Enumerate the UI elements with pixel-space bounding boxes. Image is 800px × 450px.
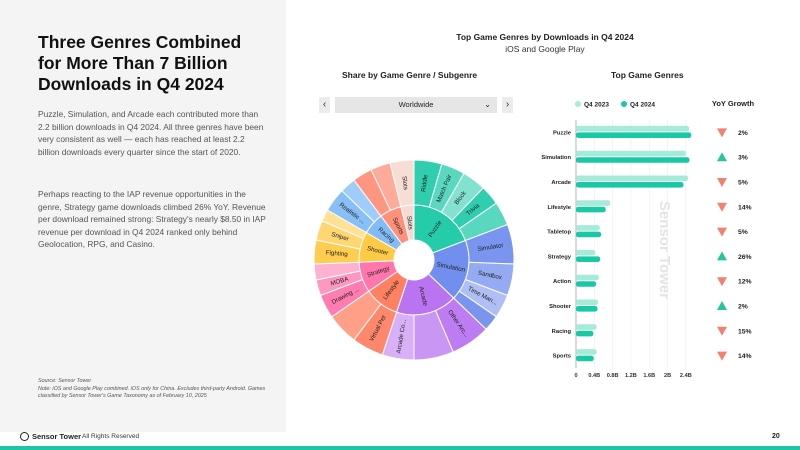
bar-simulation-q4-2024[interactable] bbox=[576, 157, 690, 163]
legend-label: Q4 2024 bbox=[630, 102, 655, 109]
body-paragraph-2: Perhaps reacting to the IAP revenue oppo… bbox=[38, 189, 266, 250]
footer-accent-bar bbox=[0, 446, 800, 450]
yoy-value: 14% bbox=[738, 353, 752, 360]
yoy-value: 12% bbox=[738, 279, 752, 286]
category-label: Arcade bbox=[551, 180, 571, 186]
yoy-value: 2% bbox=[738, 130, 748, 137]
category-label: Puzzle bbox=[553, 130, 572, 136]
triangle-up-icon bbox=[717, 301, 727, 310]
bar-legend: Q4 2023 Q4 2024 bbox=[575, 101, 655, 109]
bar-lifestyle-q4-2024[interactable] bbox=[576, 206, 606, 213]
bar-shooter-q4-2024[interactable] bbox=[576, 306, 598, 312]
category-label: Shooter bbox=[549, 304, 572, 310]
bar-tabletop-q4-2023[interactable] bbox=[576, 225, 600, 231]
category-label: Lifestyle bbox=[547, 205, 571, 211]
footer-brand: Sensor Tower bbox=[32, 432, 82, 441]
yoy-value: 5% bbox=[738, 229, 748, 236]
region-dropdown[interactable]: Worldwide ⌄ bbox=[335, 97, 497, 113]
chart-heading: Top Game Genres by Downloads in Q4 2024 bbox=[456, 32, 634, 42]
watermark: Sensor Tower bbox=[656, 201, 673, 299]
category-label: Simulation bbox=[541, 155, 571, 161]
sunburst-title: Share by Game Genre / Subgenre bbox=[342, 70, 478, 80]
source-line: Source: Sensor Tower bbox=[38, 378, 92, 384]
yoy-value: 3% bbox=[738, 155, 748, 162]
triangle-down-icon bbox=[717, 128, 727, 138]
page-number: 20 bbox=[772, 433, 780, 440]
bar-puzzle-q4-2024[interactable] bbox=[576, 132, 692, 138]
triangle-down-icon bbox=[717, 326, 727, 336]
x-tick-label: 0.4B bbox=[588, 373, 600, 379]
prev-button[interactable]: ‹ bbox=[319, 97, 330, 113]
bar-strategy-q4-2023[interactable] bbox=[576, 249, 596, 256]
bar-chart-title: Top Game Genres bbox=[611, 70, 684, 80]
chart-subheading: iOS and Google Play bbox=[505, 44, 585, 54]
category-label: Racing bbox=[552, 329, 572, 335]
yoy-value: 2% bbox=[738, 304, 748, 311]
category-label: Sports bbox=[553, 354, 571, 360]
triangle-down-icon bbox=[717, 277, 727, 287]
body-paragraph-1: Puzzle, Simulation, and Arcade each cont… bbox=[38, 109, 264, 157]
note-line: Note: iOS and Google Play combined. iOS … bbox=[38, 385, 266, 400]
bar-action-q4-2023[interactable] bbox=[576, 274, 599, 281]
bar-strategy-q4-2024[interactable] bbox=[576, 256, 601, 262]
triangle-down-icon bbox=[717, 178, 727, 187]
x-tick-label: 1.6B bbox=[643, 373, 655, 379]
slide-title: Three Genres Combined for More Than 7 Bi… bbox=[38, 32, 242, 94]
left-panel bbox=[0, 0, 286, 432]
bar-racing-q4-2023[interactable] bbox=[576, 324, 597, 330]
category-label: Tabletop bbox=[547, 230, 571, 236]
triangle-down-icon bbox=[717, 351, 727, 361]
yoy-value: 26% bbox=[738, 254, 752, 261]
legend-marker bbox=[621, 101, 627, 107]
footer-rights: All Rights Reserved bbox=[82, 433, 140, 440]
region-dropdown-value: Worldwide bbox=[398, 100, 434, 109]
x-tick-label: 0.8B bbox=[607, 373, 619, 379]
bar-action-q4-2024[interactable] bbox=[576, 281, 597, 287]
triangle-up-icon bbox=[717, 152, 727, 162]
triangle-down-icon bbox=[717, 202, 727, 212]
bar-arcade-q4-2024[interactable] bbox=[576, 182, 684, 188]
chevron-down-icon: ⌄ bbox=[484, 100, 491, 109]
bar-lifestyle-q4-2023[interactable] bbox=[576, 200, 611, 206]
x-tick-label: 2B bbox=[664, 373, 671, 379]
yoy-value: 15% bbox=[738, 328, 752, 335]
legend-marker bbox=[575, 101, 581, 107]
category-label: Action bbox=[553, 279, 571, 285]
bar-simulation-q4-2023[interactable] bbox=[576, 150, 686, 157]
bar-sports-q4-2023[interactable] bbox=[576, 349, 597, 355]
bar-shooter-q4-2023[interactable] bbox=[576, 299, 598, 306]
category-label: Strategy bbox=[548, 254, 572, 260]
source-note: Source: Sensor Tower Note: iOS and Googl… bbox=[38, 378, 278, 401]
yoy-value: 5% bbox=[738, 180, 748, 187]
triangle-down-icon bbox=[717, 227, 727, 237]
bar-sports-q4-2024[interactable] bbox=[576, 355, 594, 362]
yoy-value: 14% bbox=[738, 204, 752, 211]
x-tick-label: 0 bbox=[574, 373, 577, 379]
bar-arcade-q4-2023[interactable] bbox=[576, 175, 689, 182]
yoy-title: YoY Growth bbox=[712, 99, 755, 108]
x-tick-label: 1.2B bbox=[625, 373, 637, 379]
bar-racing-q4-2024[interactable] bbox=[576, 330, 594, 337]
triangle-up-icon bbox=[717, 251, 727, 261]
bar-tabletop-q4-2024[interactable] bbox=[576, 231, 602, 238]
x-tick-label: 2.4B bbox=[680, 373, 692, 379]
footer-logo: Sensor Tower bbox=[20, 432, 81, 441]
next-button[interactable]: › bbox=[502, 97, 513, 113]
legend-label: Q4 2023 bbox=[584, 102, 609, 109]
sensor-tower-logo-icon bbox=[20, 432, 29, 441]
bar-puzzle-q4-2023[interactable] bbox=[576, 125, 690, 132]
